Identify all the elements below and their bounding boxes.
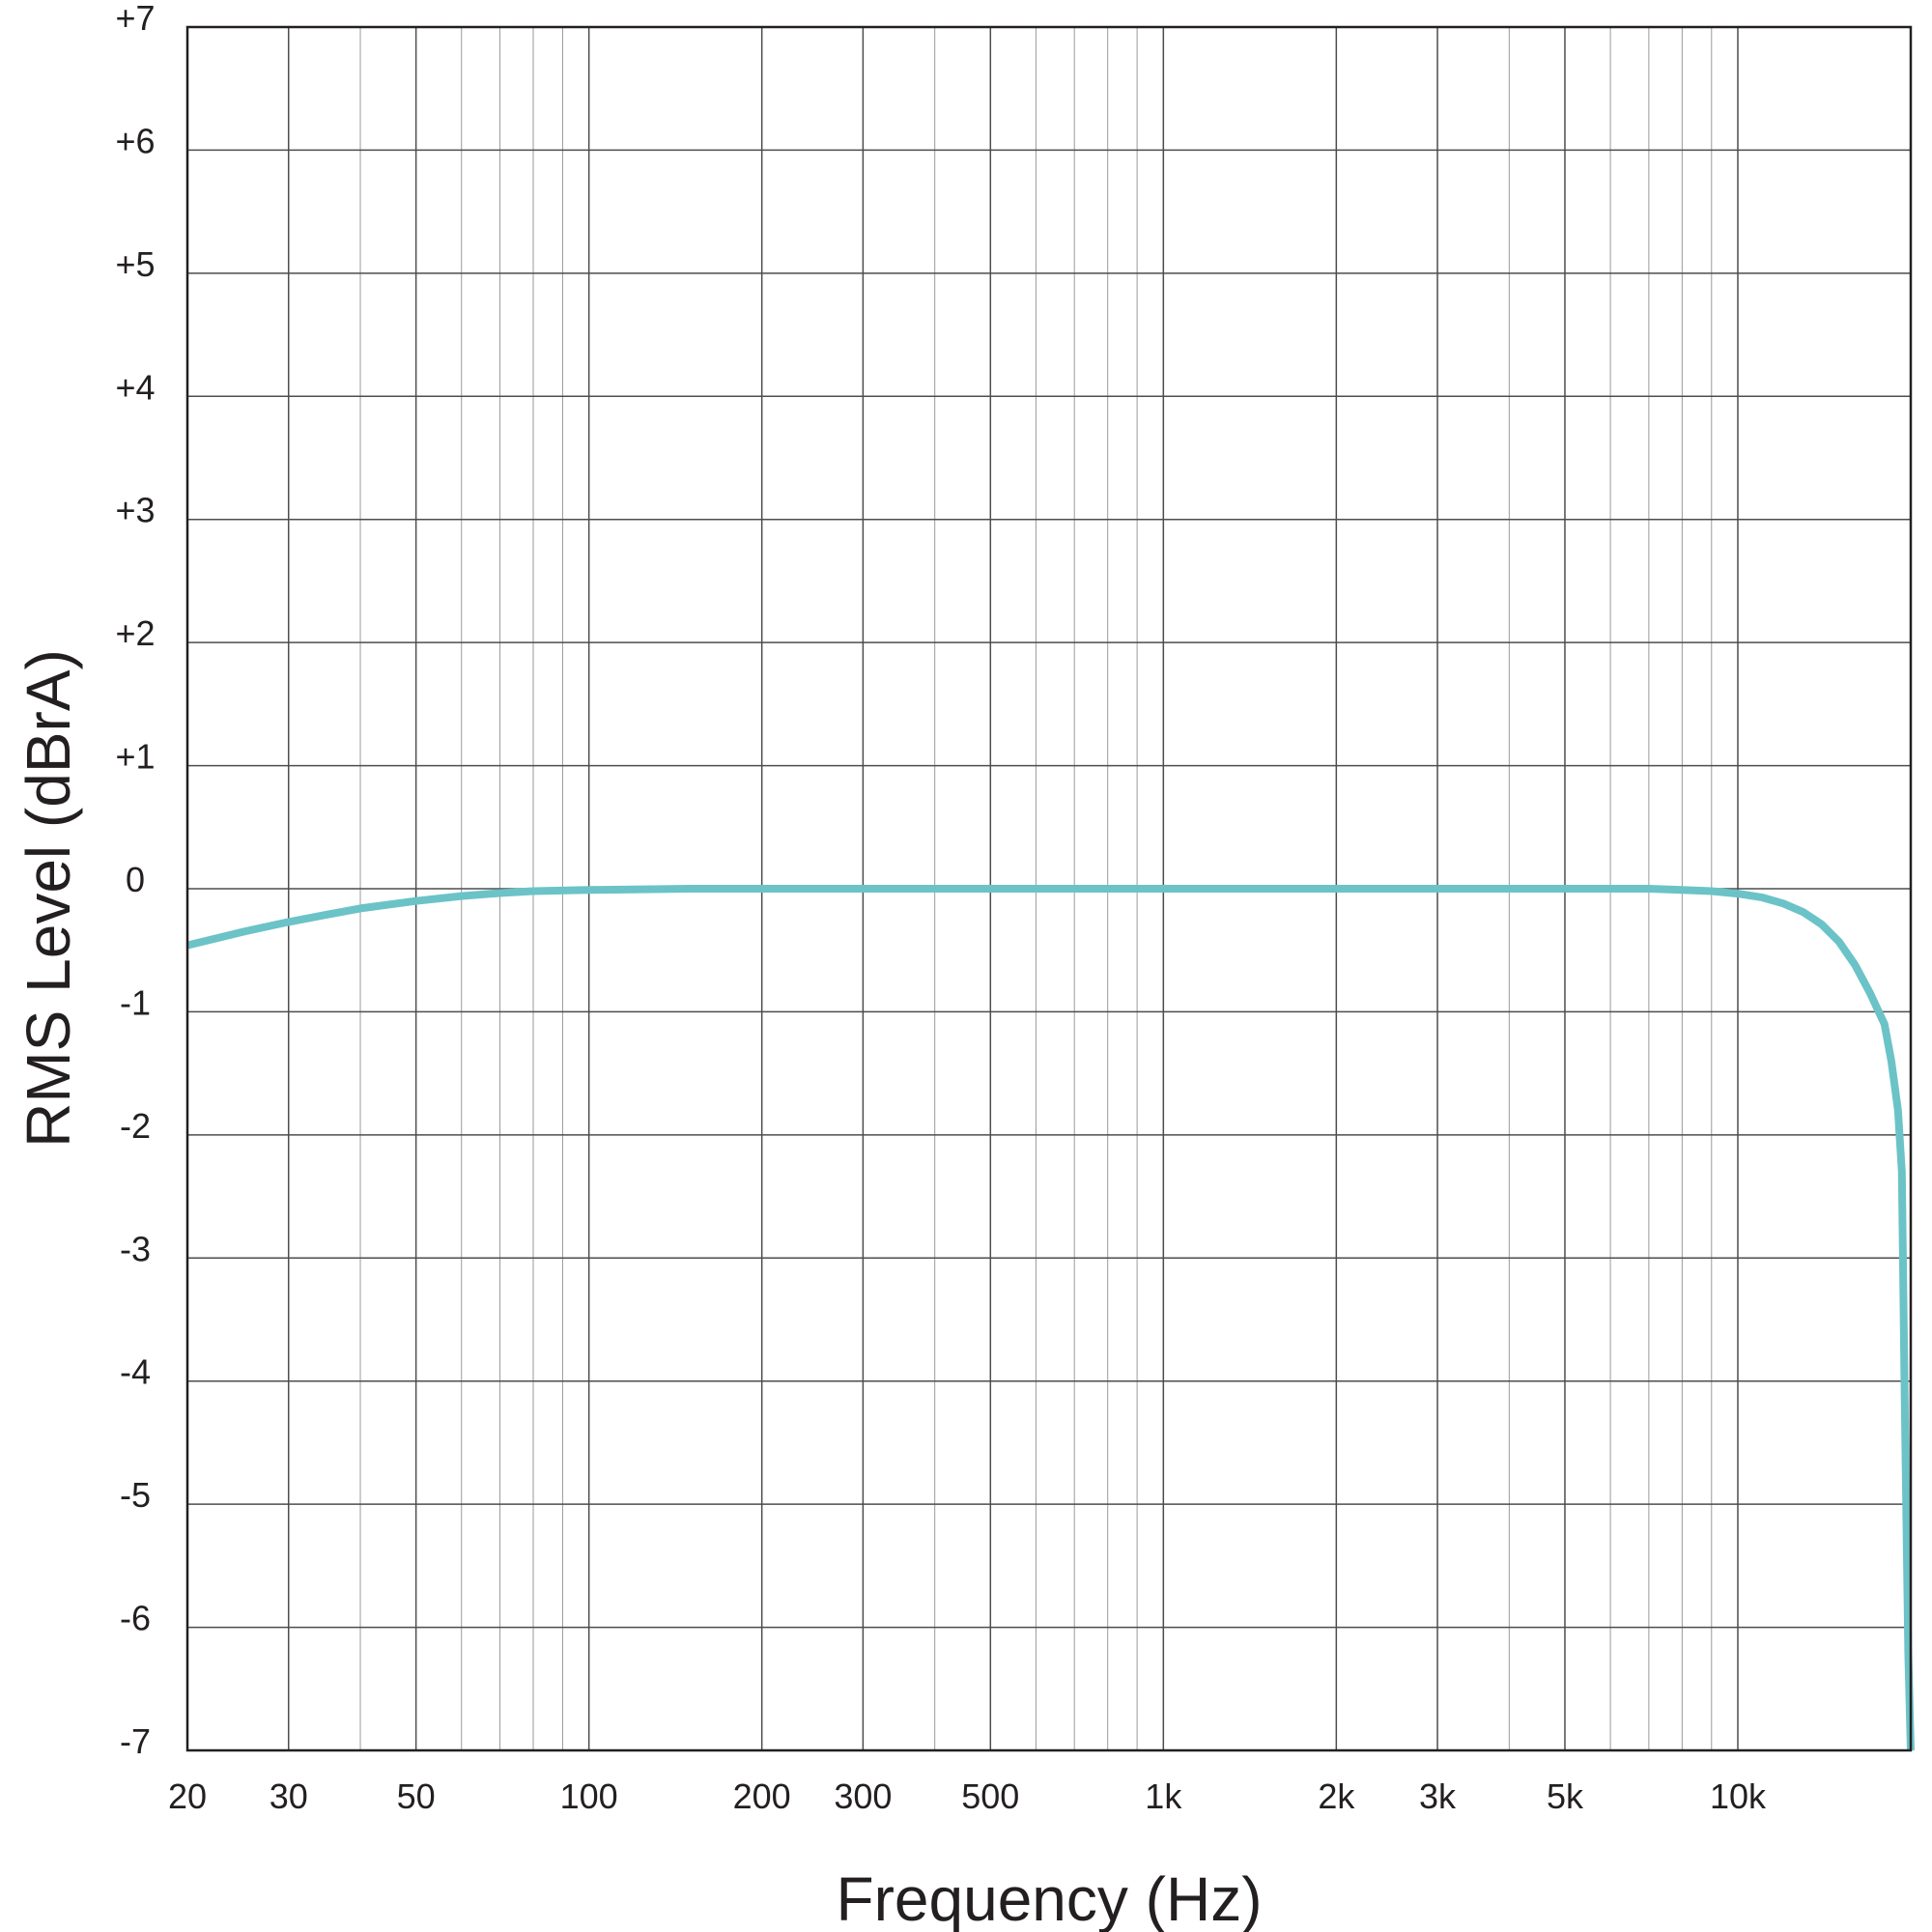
x-tick-label: 1k <box>1145 1776 1182 1816</box>
y-tick-label: -2 <box>120 1106 151 1146</box>
y-tick-label: -7 <box>120 1721 151 1761</box>
x-tick-label: 2k <box>1318 1776 1355 1816</box>
y-axis-title: RMS Level (dBrA) <box>14 649 83 1148</box>
y-tick-label: -6 <box>120 1599 151 1638</box>
y-tick-label: +6 <box>115 121 155 160</box>
plot-frame <box>185 25 1913 1752</box>
y-tick-label: 0 <box>126 860 145 899</box>
y-tick-label: -4 <box>120 1352 151 1392</box>
x-tick-labels: 20 30 50 100 200 300 500 1k 2k 3k 5k 10k <box>168 1776 1767 1816</box>
x-tick-label: 10k <box>1710 1776 1767 1816</box>
y-tick-label: +7 <box>115 0 155 38</box>
x-tick-label: 3k <box>1419 1776 1457 1816</box>
y-tick-label: -5 <box>120 1475 151 1515</box>
x-tick-label: 300 <box>834 1776 892 1816</box>
x-tick-label: 20 <box>168 1776 207 1816</box>
y-tick-label: -1 <box>120 982 151 1022</box>
x-tick-label: 100 <box>560 1776 618 1816</box>
y-tick-label: +1 <box>115 737 155 777</box>
x-tick-label: 30 <box>270 1776 308 1816</box>
y-tick-label: +2 <box>115 613 155 653</box>
y-tick-label: +3 <box>115 491 155 530</box>
y-tick-label: -3 <box>120 1229 151 1268</box>
x-tick-label: 50 <box>397 1776 436 1816</box>
x-tick-label: 500 <box>961 1776 1019 1816</box>
x-axis-title: Frequency (Hz) <box>837 1864 1263 1932</box>
x-tick-label: 5k <box>1547 1776 1584 1816</box>
x-tick-label: 200 <box>733 1776 791 1816</box>
y-tick-label: +4 <box>115 367 155 407</box>
response-curve-1 <box>186 885 1915 1751</box>
series-curves <box>186 885 1915 1751</box>
y-tick-labels: +7 +6 +5 +4 +3 +2 +1 0 -1 -2 -3 -4 -5 -6 -7 <box>115 0 155 1761</box>
y-tick-label: +5 <box>115 244 155 284</box>
